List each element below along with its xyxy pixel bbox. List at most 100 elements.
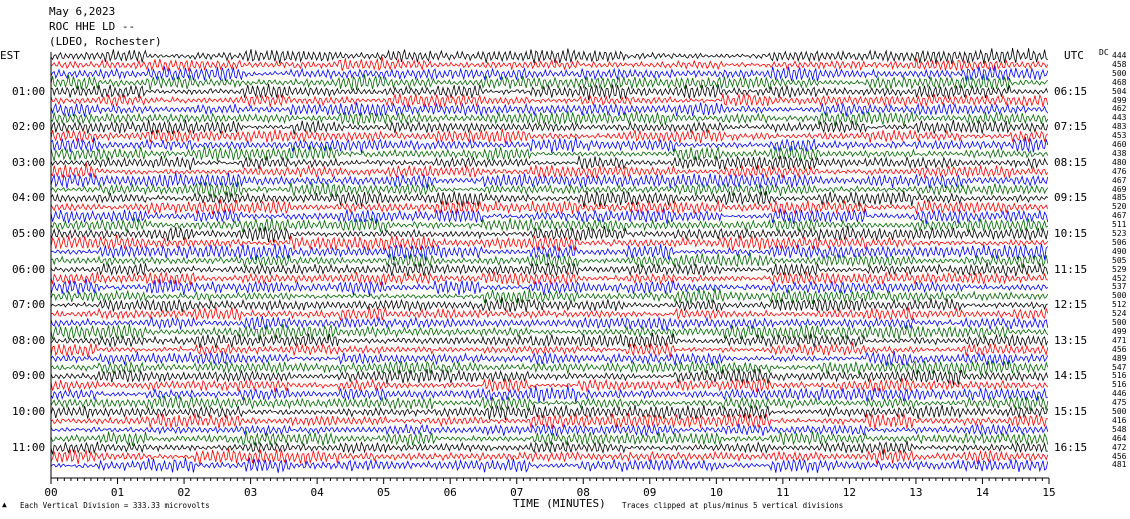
trace-row-13 (50, 162, 1049, 179)
trace-row-35 (50, 360, 1049, 375)
dc-offset-value: 467 (1112, 175, 1127, 185)
dc-offset-value: 444 (1112, 51, 1127, 60)
dc-offset-value: 468 (1112, 77, 1127, 87)
dc-offset-value: 504 (1112, 86, 1127, 96)
dc-offset-value: 446 (1112, 389, 1127, 399)
x-tick-label: 04 (310, 486, 324, 499)
footer-logo-icon: ▲ (2, 500, 7, 509)
dc-offset-value: 480 (1112, 157, 1127, 167)
trace-row-14 (50, 172, 1049, 189)
trace-row-22 (50, 243, 1049, 261)
x-axis-title: TIME (MINUTES) (513, 497, 606, 510)
trace-row-4 (50, 83, 1049, 100)
footer-scale-note: Each Vertical Division = 333.33 microvol… (20, 501, 210, 510)
trace-row-15 (50, 181, 1049, 198)
title-date: May 6,2023 (49, 5, 116, 18)
dc-offset-value: 438 (1112, 148, 1127, 158)
est-hour-label: 09:00 (12, 369, 46, 383)
trace-row-12 (50, 155, 1049, 171)
trace-row-5 (50, 93, 1049, 108)
dc-offset-value: 472 (1112, 442, 1127, 452)
trace-row-29 (50, 306, 1049, 322)
dc-offset-value: 500 (1112, 68, 1127, 78)
est-hour-label: 05:00 (12, 227, 46, 240)
est-hour-label: 08:00 (12, 333, 46, 347)
utc-hour-label: 09:15 (1054, 191, 1088, 205)
est-hour-label: 07:00 (12, 298, 46, 312)
utc-hour-label: 06:15 (1054, 84, 1088, 98)
trace-row-30 (50, 315, 1049, 331)
footer-clip-note: Traces clipped at plus/minus 5 vertical … (622, 501, 844, 510)
dc-offset-value: 523 (1112, 229, 1127, 238)
x-tick-label: 09 (643, 486, 657, 499)
trace-row-46 (50, 457, 1049, 473)
trace-row-45 (50, 448, 1049, 465)
x-tick-label: 15 (1042, 486, 1056, 499)
dc-offset-value: 475 (1112, 398, 1127, 408)
est-hour-label: 01:00 (12, 84, 46, 98)
dc-offset-value: 485 (1112, 193, 1127, 203)
dc-offset-value: 464 (1112, 433, 1127, 443)
trace-row-10 (50, 137, 1049, 154)
x-tick-label: 13 (909, 486, 923, 499)
utc-hour-label: 11:15 (1054, 262, 1088, 276)
dc-offset-value: 500 (1112, 407, 1127, 416)
dc-offset-value: 456 (1112, 344, 1127, 354)
trace-row-27 (50, 288, 1049, 304)
dc-offset-value: 547 (1112, 362, 1127, 372)
trace-row-32 (50, 333, 1049, 349)
est-axis-label: EST (0, 49, 20, 62)
dc-offset-value: 499 (1112, 326, 1127, 336)
trace-row-31 (50, 323, 1049, 341)
x-tick-label: 01 (110, 486, 125, 499)
est-hour-label: 04:00 (12, 191, 46, 205)
dc-offset-value: 483 (1112, 122, 1127, 132)
x-tick-label: 08 (576, 486, 590, 499)
dc-offset-value: 500 (1112, 318, 1127, 327)
dc-offset-value: 471 (1112, 335, 1127, 345)
title-network: (LDEO, Rochester) (49, 35, 162, 48)
dc-offset-value: 516 (1112, 371, 1127, 381)
est-hour-label: 03:00 (12, 155, 46, 169)
dc-offset-value: 506 (1112, 237, 1127, 247)
x-tick-label: 00 (44, 486, 58, 499)
trace-row-33 (50, 342, 1049, 358)
dc-offset-value: 520 (1112, 202, 1127, 212)
trace-row-6 (50, 102, 1049, 117)
utc-hour-label: 16:15 (1054, 440, 1088, 454)
dc-offset-value: 467 (1112, 211, 1127, 221)
trace-row-20 (50, 225, 1049, 243)
trace-row-34 (50, 351, 1049, 367)
trace-row-25 (50, 270, 1048, 286)
x-tick-label: 05 (377, 486, 391, 499)
trace-row-9 (50, 128, 1049, 144)
dc-offset-value: 511 (1112, 220, 1127, 230)
x-tick-label: 06 (443, 486, 457, 499)
trace-row-40 (50, 404, 1049, 420)
trace-row-39 (50, 395, 1049, 411)
est-hour-label: 11:00 (12, 440, 46, 454)
dc-offset-value: 456 (1112, 451, 1127, 461)
x-tick-label: 12 (842, 486, 857, 499)
trace-row-26 (50, 278, 1049, 296)
trace-row-1 (50, 57, 1049, 73)
x-tick-label: 10 (709, 486, 723, 499)
dc-offset-value: 490 (1112, 246, 1127, 256)
x-tick-label: 11 (776, 486, 790, 499)
trace-row-2 (50, 65, 1049, 82)
x-tick-label: 14 (975, 486, 990, 499)
dc-offset-value: 453 (1112, 131, 1127, 141)
trace-row-24 (50, 261, 1049, 278)
trace-row-42 (50, 423, 1049, 437)
dc-offset-value: 537 (1112, 282, 1127, 292)
utc-hour-label: 12:15 (1054, 298, 1088, 312)
trace-row-3 (50, 74, 1049, 92)
trace-row-38 (50, 385, 1048, 403)
dc-column-label: DC (1099, 48, 1109, 57)
est-hour-label: 02:00 (12, 120, 46, 134)
trace-row-28 (50, 297, 1048, 313)
dc-offset-value: 500 (1112, 291, 1127, 301)
dc-offset-value: 524 (1112, 309, 1127, 319)
dc-offset-value: 548 (1112, 424, 1127, 434)
utc-axis-label: UTC (1064, 49, 1084, 62)
